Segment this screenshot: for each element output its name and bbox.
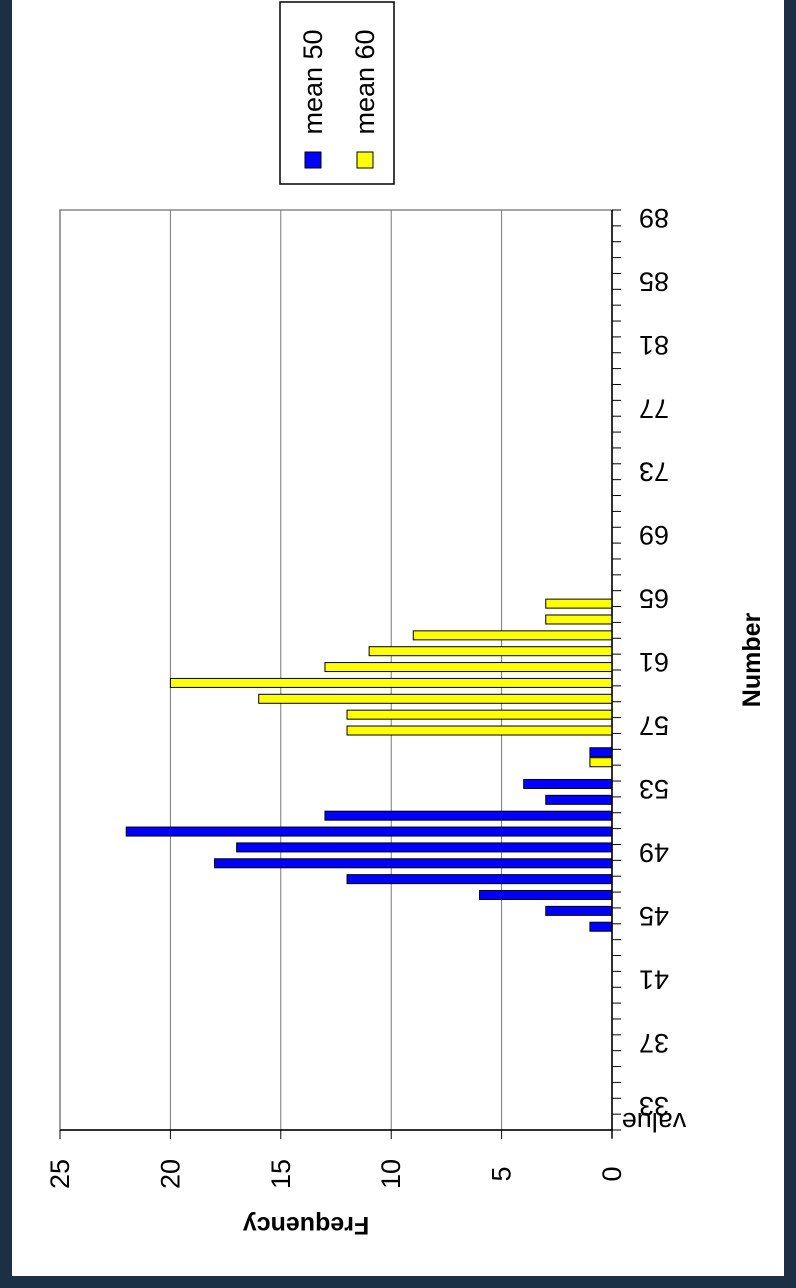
bar-mean-60-63 <box>412 630 613 641</box>
legend-label-mean-60: mean 60 <box>350 29 380 134</box>
bar-mean-60-60 <box>169 677 613 688</box>
bar-mean-50-44 <box>589 921 613 932</box>
chart-frame: value 33 37 41 45 49 53 57 61 65 69 73 77 81 85 89 0 5 10 1… <box>12 0 784 1276</box>
legend-swatch-mean-50 <box>304 151 322 169</box>
category-tick-label-81: 81 <box>639 330 669 360</box>
category-tick-label-73: 73 <box>639 457 669 487</box>
bar-mean-60-58 <box>346 709 613 720</box>
bar-mean-50-53 <box>523 778 613 789</box>
category-tick-label-45: 45 <box>639 901 669 931</box>
category-tick-label-value: value <box>622 1107 687 1137</box>
value-tick-label-20: 20 <box>155 1159 185 1189</box>
bar-mean-50-50 <box>125 826 613 837</box>
category-tick-label-53: 53 <box>639 774 669 804</box>
bar-mean-50-51 <box>324 810 613 821</box>
bar-mean-60-55 <box>589 757 613 768</box>
bar-mean-50-48 <box>214 858 613 869</box>
legend-box <box>279 1 395 185</box>
category-tick-label-89: 89 <box>639 203 669 233</box>
legend-label-mean-50: mean 50 <box>298 29 328 134</box>
category-tick-label-85: 85 <box>639 266 669 296</box>
category-tick-label-49: 49 <box>639 837 669 867</box>
category-tick-label-69: 69 <box>639 520 669 550</box>
category-tick-label-61: 61 <box>639 647 669 677</box>
category-tick-label-77: 77 <box>639 393 669 423</box>
bar-mean-60-61 <box>324 662 613 673</box>
legend-swatch-mean-60 <box>356 151 374 169</box>
bar-mean-50-49 <box>236 842 613 853</box>
value-tick-label-0: 0 <box>597 1166 627 1181</box>
bar-mean-60-62 <box>368 646 613 657</box>
bar-mean-60-65 <box>545 598 613 609</box>
category-tick-label-65: 65 <box>639 584 669 614</box>
category-tick-label-33: 33 <box>639 1091 669 1121</box>
category-tick-label-57: 57 <box>639 711 669 741</box>
category-tick-label-41: 41 <box>639 964 669 994</box>
category-tick-label-37: 37 <box>639 1028 669 1058</box>
bar-mean-60-59 <box>258 693 613 704</box>
x-axis-title: Number <box>738 613 766 708</box>
bar-mean-50-55 <box>589 747 613 758</box>
bar-mean-60-64 <box>545 614 613 625</box>
bar-mean-50-46 <box>479 890 613 900</box>
y-axis-title: Frequency <box>243 1211 370 1239</box>
value-tick-label-15: 15 <box>266 1159 296 1189</box>
bar-mean-60-57 <box>346 725 613 736</box>
plot-area <box>59 209 613 1131</box>
bar-mean-50-47 <box>346 874 613 885</box>
bar-mean-50-52 <box>545 794 613 805</box>
value-tick-label-10: 10 <box>376 1159 406 1189</box>
legend: mean 50 mean 60 <box>279 1 395 185</box>
value-tick-label-5: 5 <box>487 1166 517 1181</box>
value-tick-label-25: 25 <box>45 1159 75 1189</box>
bar-mean-50-45 <box>545 905 613 916</box>
